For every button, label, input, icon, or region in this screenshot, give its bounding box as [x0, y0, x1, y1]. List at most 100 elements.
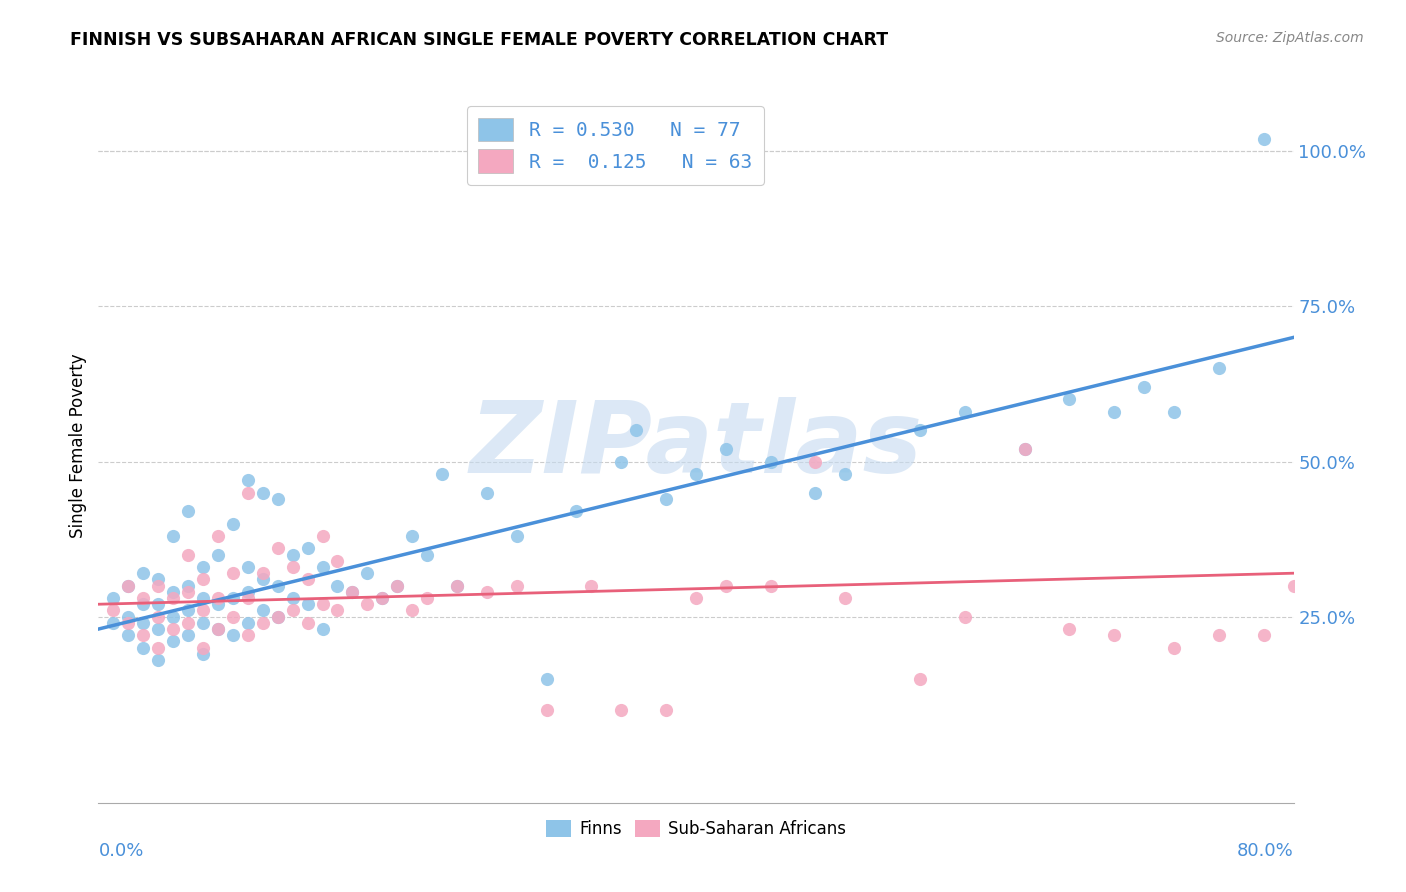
Point: [311, 597, 333, 611]
Point: [236, 615, 259, 630]
Point: [626, 424, 648, 438]
Point: [342, 584, 364, 599]
Point: [222, 516, 245, 531]
Point: [281, 560, 304, 574]
Text: 80.0%: 80.0%: [1237, 842, 1294, 860]
Point: [177, 603, 200, 617]
Point: [222, 628, 245, 642]
Point: [236, 473, 259, 487]
Point: [103, 615, 125, 630]
Point: [326, 603, 349, 617]
Point: [207, 622, 229, 636]
Point: [207, 529, 229, 543]
Point: [281, 548, 304, 562]
Point: [297, 615, 319, 630]
Point: [401, 529, 423, 543]
Point: [430, 467, 453, 481]
Point: [385, 579, 409, 593]
Point: [177, 548, 200, 562]
Point: [236, 584, 259, 599]
Text: Source: ZipAtlas.com: Source: ZipAtlas.com: [1216, 31, 1364, 45]
Point: [191, 647, 214, 661]
Point: [117, 628, 139, 642]
Point: [311, 529, 333, 543]
Point: [655, 703, 678, 717]
Point: [536, 703, 558, 717]
Point: [162, 634, 184, 648]
Point: [581, 579, 603, 593]
Point: [148, 579, 170, 593]
Point: [177, 615, 200, 630]
Point: [177, 579, 200, 593]
Point: [1014, 442, 1036, 456]
Point: [191, 615, 214, 630]
Point: [177, 504, 200, 518]
Point: [252, 485, 274, 500]
Point: [416, 591, 439, 605]
Point: [132, 628, 155, 642]
Point: [162, 609, 184, 624]
Point: [207, 597, 229, 611]
Point: [222, 609, 245, 624]
Point: [759, 579, 782, 593]
Point: [475, 584, 498, 599]
Point: [207, 591, 229, 605]
Point: [1104, 628, 1126, 642]
Point: [281, 603, 304, 617]
Point: [1014, 442, 1036, 456]
Point: [1163, 405, 1185, 419]
Point: [222, 591, 245, 605]
Point: [506, 529, 529, 543]
Point: [148, 573, 170, 587]
Point: [908, 424, 931, 438]
Point: [326, 554, 349, 568]
Point: [207, 548, 229, 562]
Point: [252, 615, 274, 630]
Point: [908, 672, 931, 686]
Point: [117, 609, 139, 624]
Point: [162, 584, 184, 599]
Point: [610, 703, 633, 717]
Point: [132, 566, 155, 581]
Point: [267, 609, 290, 624]
Point: [1253, 132, 1275, 146]
Point: [236, 628, 259, 642]
Point: [267, 491, 290, 506]
Point: [117, 615, 139, 630]
Point: [371, 591, 394, 605]
Point: [117, 579, 139, 593]
Point: [177, 628, 200, 642]
Point: [236, 560, 259, 574]
Point: [207, 622, 229, 636]
Point: [536, 672, 558, 686]
Point: [191, 603, 214, 617]
Text: 0.0%: 0.0%: [98, 842, 143, 860]
Point: [1282, 579, 1305, 593]
Point: [148, 653, 170, 667]
Point: [475, 485, 498, 500]
Point: [356, 566, 378, 581]
Point: [804, 454, 827, 468]
Point: [177, 584, 200, 599]
Point: [103, 603, 125, 617]
Point: [132, 591, 155, 605]
Point: [1059, 392, 1081, 407]
Point: [222, 566, 245, 581]
Point: [565, 504, 588, 518]
Text: ZIPatlas: ZIPatlas: [470, 398, 922, 494]
Point: [714, 579, 737, 593]
Point: [506, 579, 529, 593]
Point: [1059, 622, 1081, 636]
Point: [148, 640, 170, 655]
Point: [1208, 361, 1230, 376]
Point: [401, 603, 423, 617]
Point: [132, 615, 155, 630]
Point: [953, 609, 976, 624]
Point: [685, 467, 707, 481]
Point: [356, 597, 378, 611]
Point: [252, 573, 274, 587]
Y-axis label: Single Female Poverty: Single Female Poverty: [69, 354, 87, 538]
Point: [267, 541, 290, 556]
Point: [191, 573, 214, 587]
Point: [148, 622, 170, 636]
